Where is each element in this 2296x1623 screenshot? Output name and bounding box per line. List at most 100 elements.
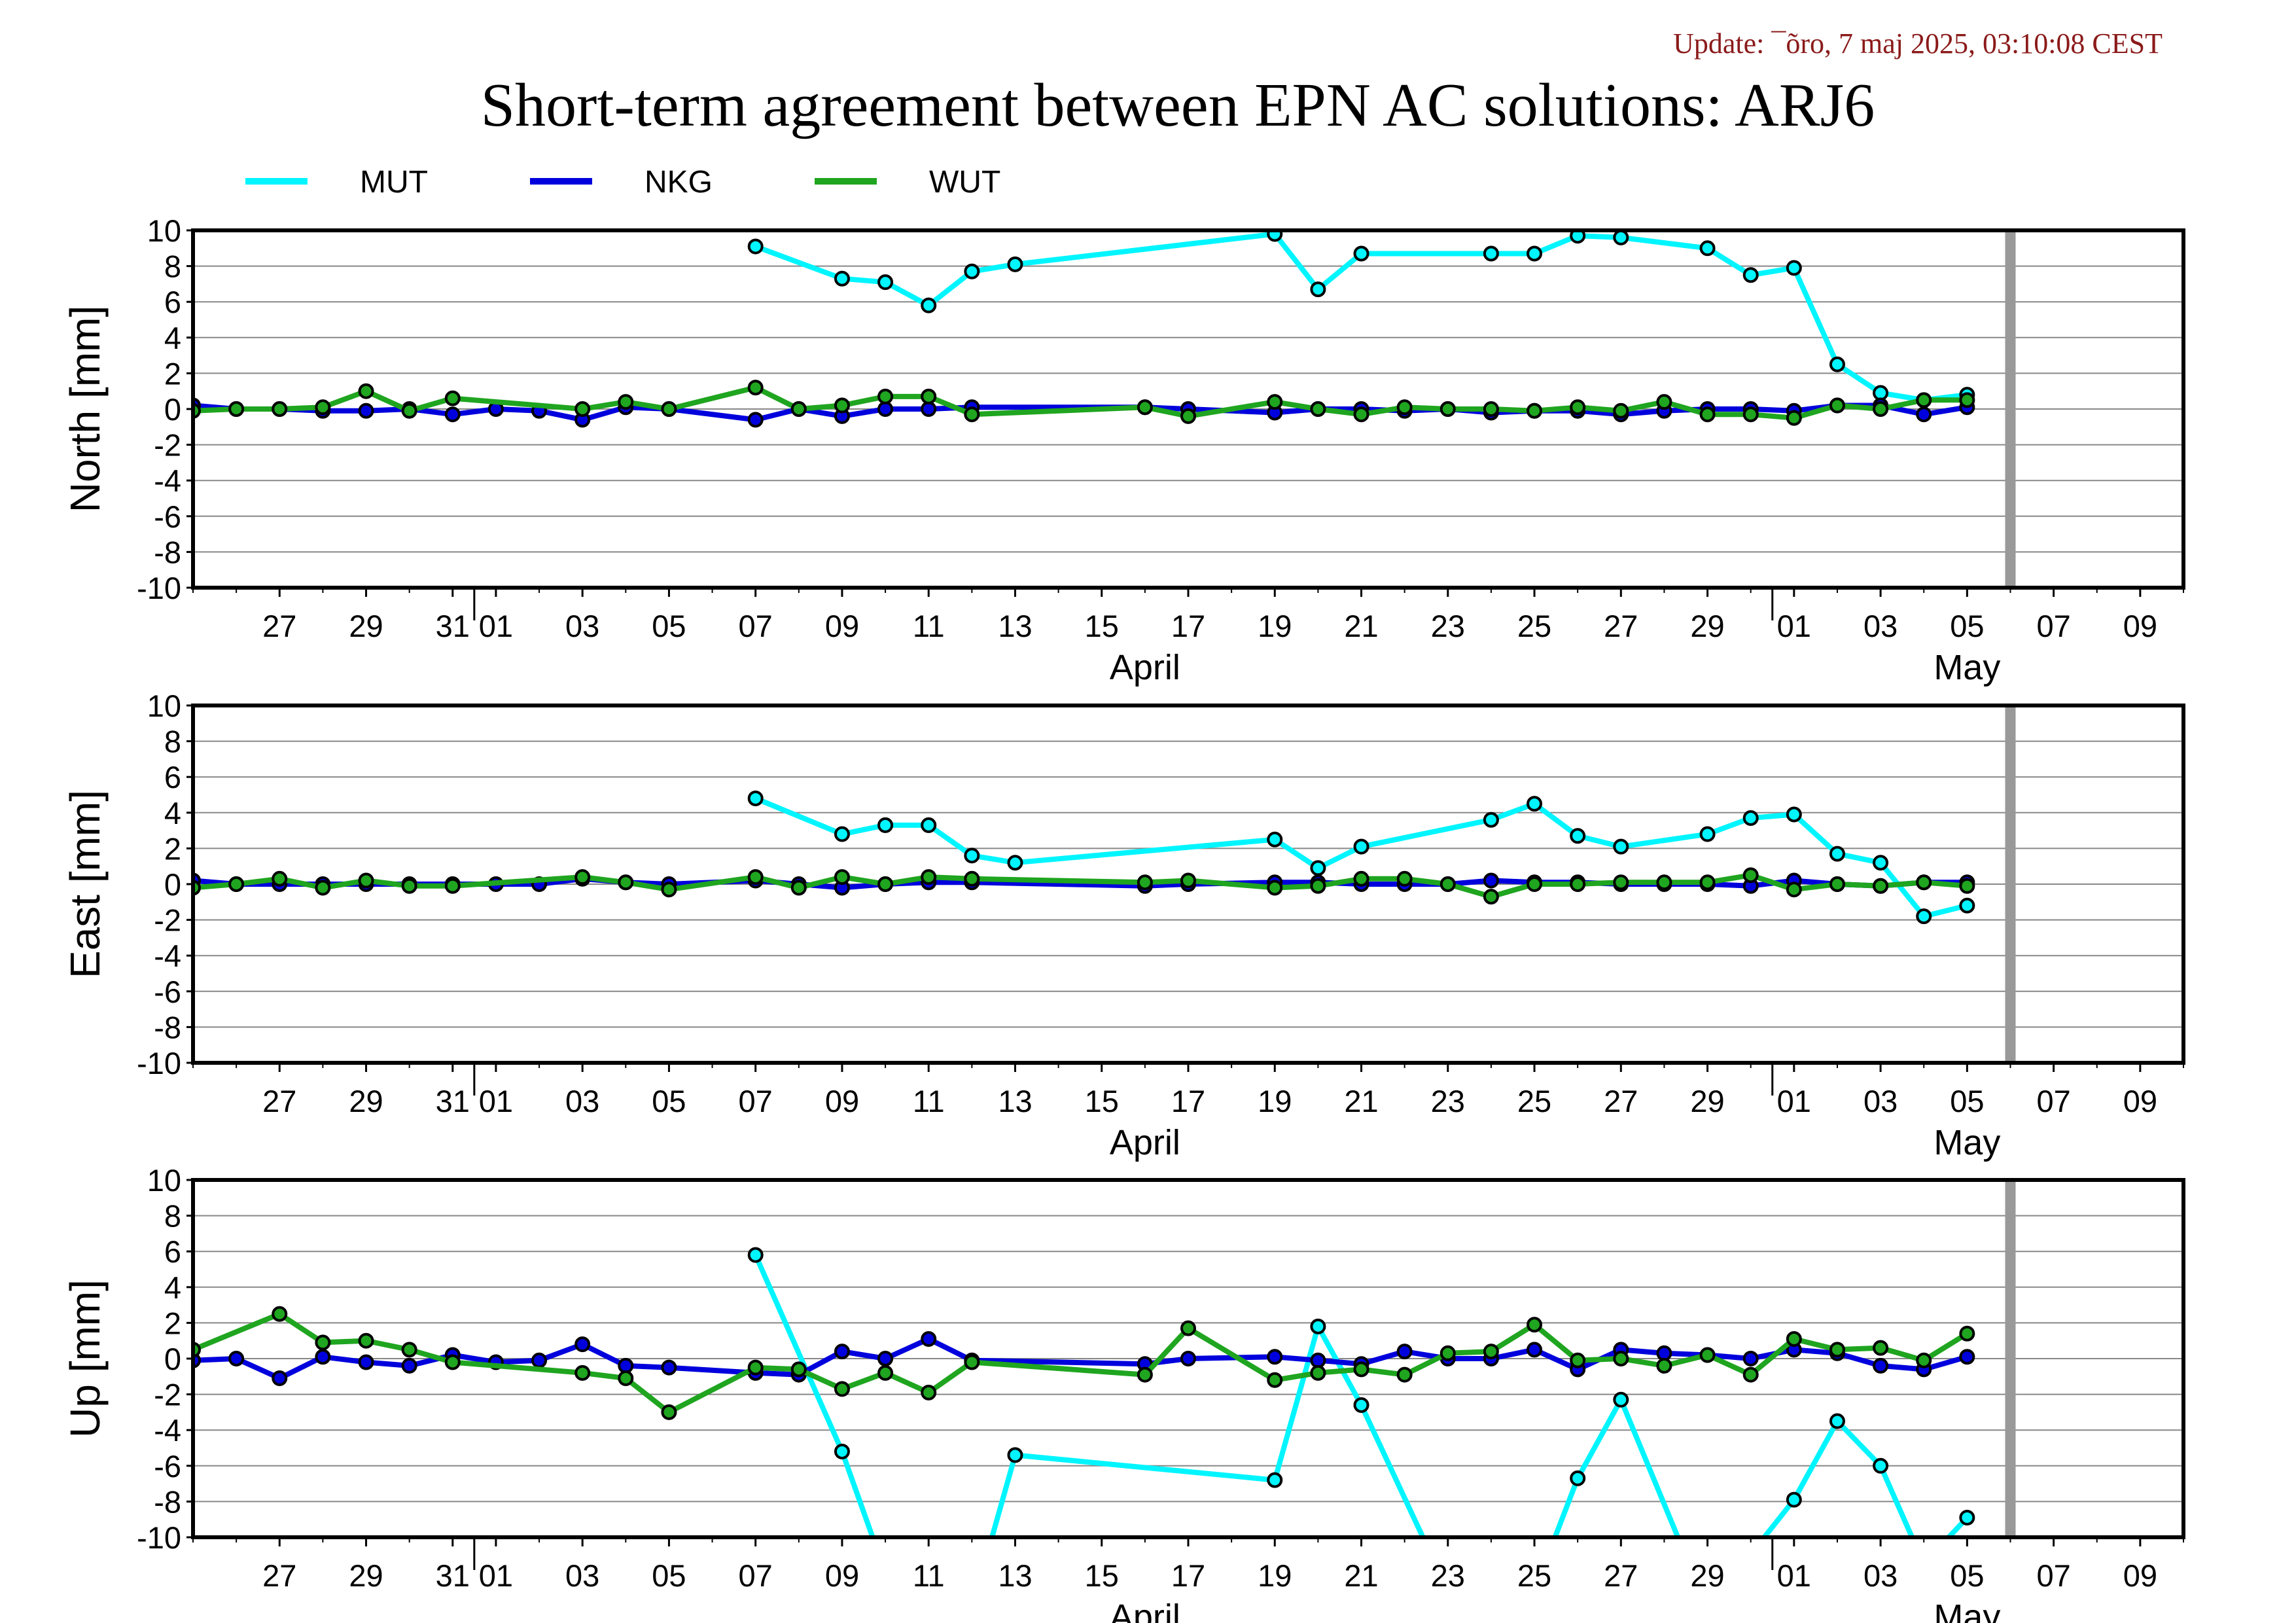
series-wut-north bbox=[193, 380, 1975, 426]
y-tick-label-up: -10 bbox=[137, 1520, 181, 1555]
y-tick-label-east: -4 bbox=[154, 938, 181, 973]
y-tick-label-east: 6 bbox=[164, 760, 181, 794]
data-point-wut bbox=[1613, 402, 1629, 419]
legend-label-mut: MUT bbox=[360, 165, 428, 200]
data-point-mut bbox=[964, 263, 980, 279]
legend: MUT NKG WUT bbox=[245, 165, 1000, 200]
data-point-mut bbox=[1570, 230, 1586, 244]
data-point-wut bbox=[1310, 401, 1326, 417]
data-point-mut bbox=[1570, 828, 1586, 844]
data-point-mut bbox=[1267, 1472, 1283, 1488]
data-point-mut bbox=[1742, 810, 1759, 826]
data-point-wut bbox=[877, 388, 894, 404]
data-point-wut bbox=[790, 401, 807, 417]
data-point-wut bbox=[1656, 874, 1672, 891]
data-point-mut bbox=[1353, 838, 1369, 855]
data-point-wut bbox=[1527, 1317, 1543, 1333]
data-point-wut bbox=[1786, 882, 1802, 898]
data-point-nkg bbox=[661, 1359, 677, 1376]
x-tick-label-east: 21 bbox=[1344, 1084, 1378, 1118]
data-point-wut bbox=[964, 1354, 980, 1370]
legend-item-nkg: NKG bbox=[530, 165, 713, 200]
month-label-up: April bbox=[1110, 1597, 1180, 1623]
data-point-wut bbox=[1699, 406, 1716, 423]
data-point-wut bbox=[1570, 399, 1586, 416]
data-point-wut bbox=[618, 1370, 634, 1387]
data-point-mut bbox=[834, 270, 850, 287]
data-point-wut bbox=[1483, 1344, 1499, 1360]
x-tick-label-north: 05 bbox=[652, 609, 686, 643]
y-tick-label-east: 0 bbox=[164, 867, 181, 902]
data-point-wut bbox=[1310, 878, 1326, 894]
series-wut-east bbox=[193, 867, 1975, 905]
data-point-nkg bbox=[1959, 1349, 1975, 1365]
y-tick-label-up: 2 bbox=[164, 1306, 181, 1340]
data-point-mut bbox=[877, 274, 894, 291]
data-point-wut bbox=[1786, 410, 1802, 426]
data-point-nkg bbox=[877, 1351, 894, 1366]
data-point-wut bbox=[1959, 392, 1975, 408]
data-point-mut bbox=[1873, 385, 1889, 401]
data-point-mut bbox=[747, 790, 764, 806]
data-point-mut bbox=[1483, 245, 1499, 262]
data-point-mut bbox=[1873, 855, 1889, 871]
data-point-wut bbox=[315, 1334, 331, 1351]
x-tick-label-north: 07 bbox=[739, 609, 773, 643]
data-point-mut bbox=[964, 847, 980, 864]
data-point-mut bbox=[834, 1443, 850, 1459]
legend-item-mut: MUT bbox=[245, 165, 428, 200]
data-point-nkg bbox=[1527, 1342, 1543, 1358]
x-tick-label-up: 15 bbox=[1085, 1558, 1119, 1593]
x-tick-label-north: 31 bbox=[436, 609, 470, 643]
x-tick-label-north: 09 bbox=[2123, 609, 2157, 643]
chart-title: Short-term agreement between EPN AC solu… bbox=[481, 71, 1875, 139]
y-tick-label-east: -2 bbox=[154, 903, 181, 938]
data-point-mut bbox=[1699, 240, 1716, 257]
x-tick-label-up: 05 bbox=[1950, 1558, 1984, 1593]
data-point-wut bbox=[1180, 408, 1196, 424]
data-point-wut bbox=[1439, 1345, 1456, 1361]
series-line-wut bbox=[193, 1311, 1969, 1415]
data-point-mut bbox=[1829, 356, 1845, 372]
data-point-nkg bbox=[1916, 406, 1932, 423]
data-point-wut bbox=[618, 394, 634, 410]
data-point-wut bbox=[1570, 1352, 1586, 1368]
y-tick-label-east: -10 bbox=[137, 1046, 181, 1080]
data-point-wut bbox=[1396, 1366, 1413, 1383]
data-point-wut bbox=[1916, 392, 1932, 408]
y-tick-label-up: 4 bbox=[164, 1270, 181, 1305]
x-tick-label-up: 19 bbox=[1258, 1558, 1292, 1593]
x-tick-label-up: 11 bbox=[913, 1558, 945, 1593]
x-tick-label-north: 29 bbox=[1690, 609, 1724, 643]
x-tick-label-up: 17 bbox=[1171, 1558, 1205, 1593]
x-tick-label-east: 17 bbox=[1171, 1084, 1205, 1118]
y-tick-label-up: -2 bbox=[154, 1378, 181, 1412]
data-point-nkg bbox=[1742, 1351, 1759, 1366]
data-point-mut bbox=[1353, 1397, 1369, 1413]
x-tick-label-east: 07 bbox=[2036, 1084, 2070, 1118]
data-point-wut bbox=[921, 869, 937, 885]
y-tick-label-up: -8 bbox=[154, 1484, 181, 1519]
data-point-wut bbox=[444, 390, 461, 406]
data-point-wut bbox=[1613, 1351, 1629, 1366]
x-tick-label-east: 27 bbox=[262, 1084, 296, 1118]
x-tick-label-north: 29 bbox=[349, 609, 383, 643]
data-point-wut bbox=[877, 1364, 894, 1381]
data-point-wut bbox=[1137, 399, 1153, 416]
data-point-nkg bbox=[444, 406, 461, 423]
x-tick-label-north: 01 bbox=[1777, 609, 1811, 643]
x-tick-label-east: 09 bbox=[825, 1084, 859, 1118]
data-point-wut bbox=[1873, 878, 1889, 894]
x-tick-label-north: 13 bbox=[998, 609, 1032, 643]
y-tick-label-east: 4 bbox=[164, 796, 181, 830]
x-tick-label-up: 13 bbox=[998, 1558, 1032, 1593]
data-point-wut bbox=[1439, 876, 1456, 892]
x-tick-label-north: 17 bbox=[1171, 609, 1205, 643]
series-line-mut bbox=[754, 796, 1968, 919]
data-point-wut bbox=[834, 869, 850, 885]
data-point-mut bbox=[1527, 245, 1543, 262]
data-point-wut bbox=[1959, 1325, 1975, 1342]
